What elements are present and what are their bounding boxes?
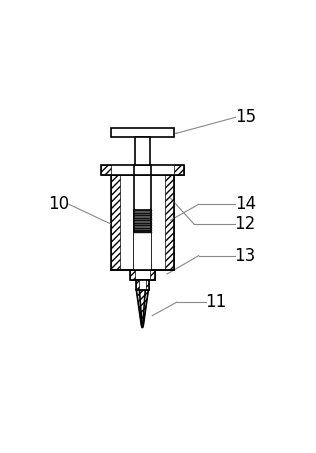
Bar	[130, 270, 135, 280]
Text: 15: 15	[235, 108, 256, 126]
Polygon shape	[137, 290, 148, 328]
Text: 13: 13	[234, 247, 256, 265]
Text: 12: 12	[234, 215, 256, 233]
Bar	[134, 232, 151, 270]
Text: 14: 14	[235, 195, 256, 213]
Text: 11: 11	[205, 293, 227, 311]
Bar	[101, 165, 184, 175]
Bar	[111, 175, 174, 270]
Bar	[111, 128, 174, 137]
Bar	[146, 280, 149, 290]
Bar	[136, 280, 139, 290]
Bar	[134, 210, 151, 232]
Bar	[150, 270, 155, 280]
Bar	[130, 270, 155, 280]
Bar	[165, 175, 174, 270]
Bar	[101, 165, 111, 175]
Bar	[111, 175, 120, 270]
Bar	[135, 137, 150, 165]
Bar	[174, 165, 184, 175]
Bar	[136, 280, 149, 290]
Text: 10: 10	[49, 195, 70, 213]
